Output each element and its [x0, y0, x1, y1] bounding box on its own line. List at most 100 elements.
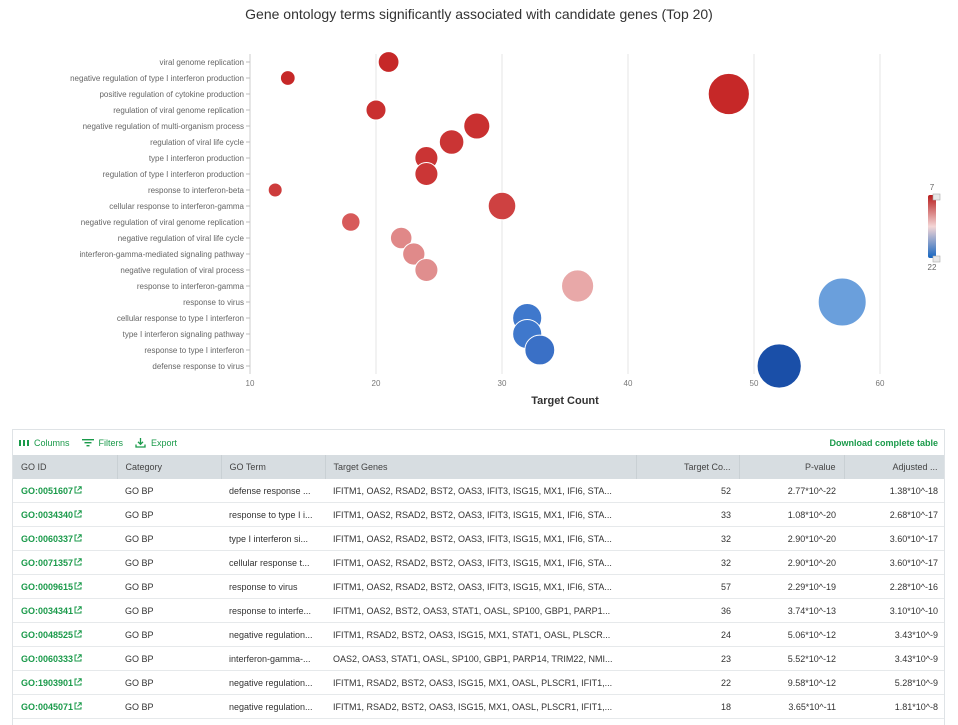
bubble-point[interactable]: [707, 72, 750, 116]
external-link-icon[interactable]: [74, 677, 82, 686]
go-id-cell: GO:0034341: [13, 598, 117, 623]
go-id-link[interactable]: GO:0060337: [21, 533, 74, 544]
y-tick-label: response to interferon-gamma: [137, 282, 245, 291]
column-header[interactable]: Category: [117, 455, 222, 479]
go-id-cell: GO:0009615: [13, 574, 117, 599]
pvalue-cell: 2.29*10^-19: [739, 574, 844, 599]
colorbar[interactable]: 7 22: [928, 183, 941, 272]
bubble-point[interactable]: [487, 191, 517, 221]
x-tick-label: 40: [624, 379, 633, 388]
category-cell: GO BP: [117, 526, 221, 551]
count-cell: 32: [636, 550, 739, 575]
table-row[interactable]: GO:0048525 GO BP negative regulation... IFI…: [13, 622, 944, 647]
download-complete-table-link[interactable]: Download complete table: [829, 437, 938, 448]
go-id-link[interactable]: GO:0051607: [21, 485, 74, 496]
x-tick-label: 20: [372, 379, 381, 388]
colorbar-handle-bottom[interactable]: [932, 255, 941, 263]
genes-cell: IFITM1, OAS2, RSAD2, BST2, OAS3, IFIT3, …: [325, 574, 636, 599]
bubble-point[interactable]: [389, 226, 413, 250]
bubble-point[interactable]: [561, 269, 595, 303]
go-id-cell: GO:0045071: [13, 694, 117, 719]
y-tick-label: negative regulation of viral genome repl…: [81, 218, 244, 227]
table-row[interactable]: GO:0071357 GO BP cellular response t... IFI…: [13, 550, 944, 575]
go-id-cell: GO:0051607: [13, 479, 117, 503]
bubble-point[interactable]: [365, 99, 387, 121]
bubble-point[interactable]: [279, 70, 296, 86]
bubbles: [267, 51, 867, 389]
bubble-point[interactable]: [463, 112, 491, 140]
bubble-point[interactable]: [438, 129, 465, 155]
go-id-link[interactable]: GO:0060333: [21, 653, 74, 664]
term-cell: negative regulation...: [221, 670, 325, 695]
bubble-point[interactable]: [817, 277, 867, 327]
external-link-icon[interactable]: [74, 701, 82, 710]
column-header[interactable]: P-value: [739, 455, 845, 479]
columns-button[interactable]: Columns: [19, 438, 70, 448]
column-header[interactable]: Target Genes: [325, 455, 637, 479]
genes-cell: IFITM1, OAS2, RSAD2, BST2, OAS3, IFIT3, …: [325, 502, 636, 527]
count-cell: 52: [636, 479, 739, 503]
bubble-point[interactable]: [267, 182, 283, 198]
pvalue-cell: 1.08*10^-20: [739, 502, 844, 527]
bubble-point[interactable]: [414, 161, 439, 187]
adjusted-cell: 3.43*10^-9: [844, 622, 944, 647]
table-row[interactable]: GO:0034341 GO BP response to interfe... IFI…: [13, 598, 944, 623]
external-link-icon[interactable]: [74, 557, 82, 566]
table-row[interactable]: GO:0045071 GO BP negative regulation... IFI…: [13, 694, 944, 719]
go-id-link[interactable]: GO:0071357: [21, 557, 74, 568]
go-id-link[interactable]: GO:0009615: [21, 581, 74, 592]
table-row[interactable]: GO:0051607 GO BP defense response ... IFITM…: [13, 479, 944, 503]
table-row[interactable]: GO:1903901 GO BP negative regulation... IFI…: [13, 670, 944, 695]
go-id-link[interactable]: GO:0034340: [21, 509, 74, 520]
columns-label: Columns: [34, 437, 70, 448]
bubble-point[interactable]: [402, 242, 426, 266]
y-tick-label: cellular response to interferon-gamma: [109, 202, 244, 211]
bubble-point[interactable]: [414, 257, 439, 283]
adjusted-cell: 3.43*10^-9: [844, 646, 944, 671]
adjusted-cell: 3.60*10^-17: [844, 526, 944, 551]
adjusted-cell: 3.60*10^-17: [844, 550, 944, 575]
y-tick-label: regulation of viral life cycle: [150, 138, 244, 147]
x-tick-label: 10: [246, 379, 255, 388]
colorbar-min-label: 7: [930, 183, 935, 192]
external-link-icon[interactable]: [74, 581, 82, 590]
colorbar-handle-top[interactable]: [932, 193, 941, 201]
table-row[interactable]: GO:0060333 GO BP interferon-gamma-... OAS2,…: [13, 646, 944, 671]
export-button[interactable]: Export: [135, 437, 177, 448]
external-link-icon[interactable]: [74, 485, 82, 494]
columns-icon: [19, 439, 29, 447]
go-id-link[interactable]: GO:1903901: [21, 677, 74, 688]
colorbar-gradient: [928, 195, 936, 258]
y-tick-label: cellular response to type I interferon: [117, 314, 244, 323]
external-link-icon[interactable]: [74, 605, 82, 614]
y-tick-label: type I interferon signaling pathway: [123, 330, 244, 339]
column-header[interactable]: Target Co...: [636, 455, 740, 479]
filters-button[interactable]: Filters: [81, 438, 123, 448]
y-tick-label: regulation of viral genome replication: [113, 106, 244, 115]
bubble-point[interactable]: [524, 334, 556, 366]
table-row[interactable]: GO:0034340 GO BP response to type I i... IF…: [13, 502, 944, 527]
category-cell: GO BP: [117, 502, 221, 527]
external-link-icon[interactable]: [74, 509, 82, 518]
column-header[interactable]: Adjusted ...: [844, 455, 944, 479]
bubble-point[interactable]: [377, 51, 400, 73]
chart-title: Gene ontology terms significantly associ…: [245, 6, 713, 22]
go-id-link[interactable]: GO:0048525: [21, 629, 74, 640]
column-header[interactable]: GO Term: [221, 455, 326, 479]
count-cell: 22: [636, 670, 739, 695]
table-body: GO:0051607 GO BP defense response ... IFITM…: [13, 479, 944, 719]
y-tick-label: negative regulation of multi-organism pr…: [83, 122, 244, 131]
external-link-icon[interactable]: [74, 629, 82, 638]
external-link-icon[interactable]: [74, 533, 82, 542]
genes-cell: OAS2, OAS3, STAT1, OASL, SP100, GBP1, PA…: [325, 646, 636, 671]
go-id-link[interactable]: GO:0045071: [21, 701, 74, 712]
column-header[interactable]: GO ID: [13, 455, 118, 479]
table-row[interactable]: GO:0060337 GO BP type I interferon si... IF…: [13, 526, 944, 551]
bubble-point[interactable]: [341, 212, 361, 232]
bubble-point[interactable]: [756, 343, 802, 389]
go-id-link[interactable]: GO:0034341: [21, 605, 74, 616]
external-link-icon[interactable]: [74, 653, 82, 662]
y-tick-label: response to type I interferon: [144, 346, 244, 355]
table-row[interactable]: GO:0009615 GO BP response to virus IFITM1, …: [13, 574, 944, 599]
term-cell: type I interferon si...: [221, 526, 325, 551]
